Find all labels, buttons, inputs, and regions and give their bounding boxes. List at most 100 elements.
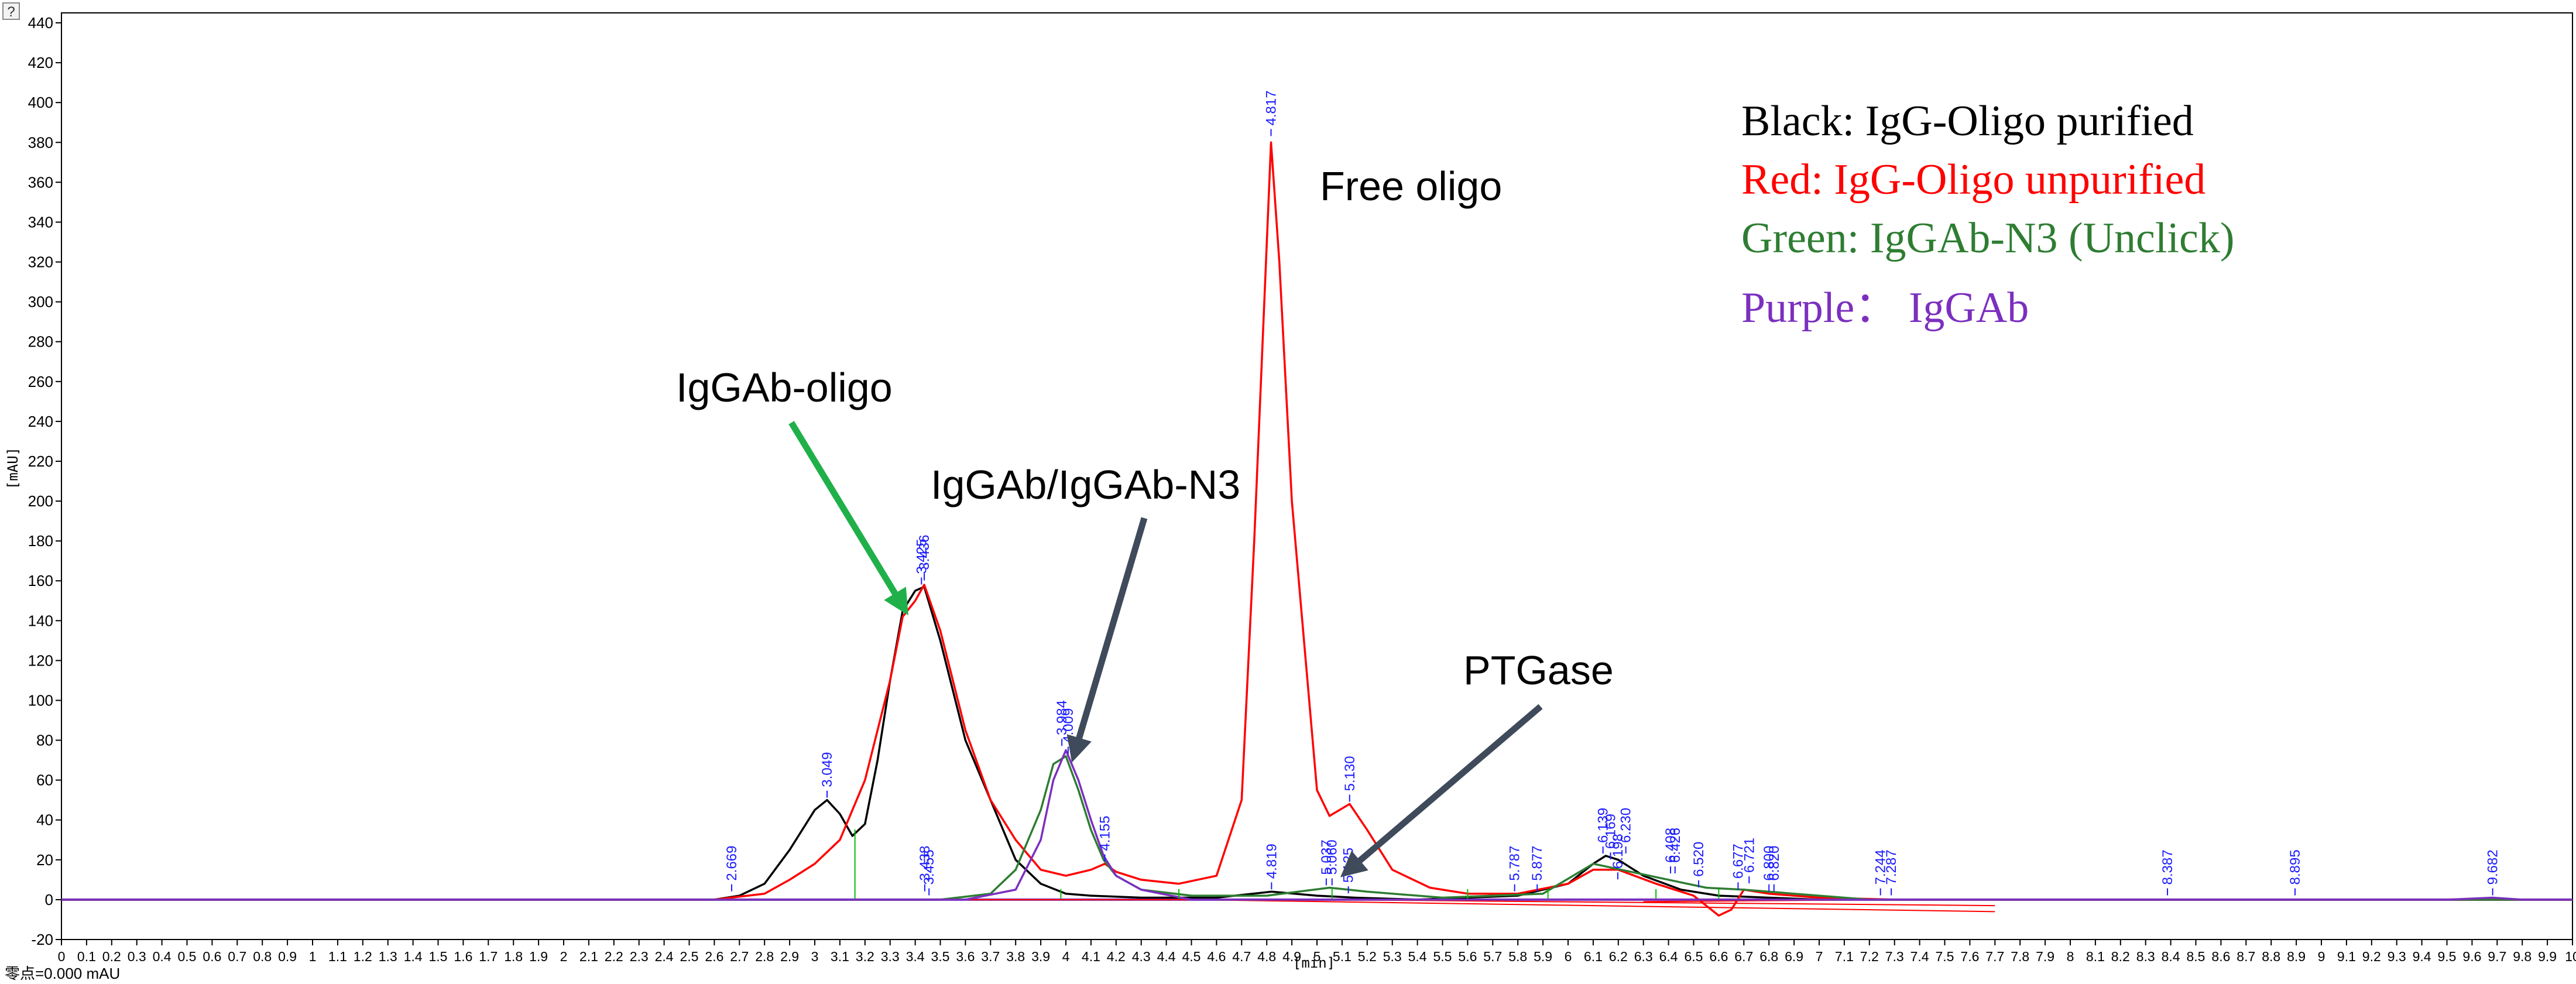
x-tick-label: 2.6	[705, 949, 723, 964]
arrow-ptgase	[1340, 704, 1543, 877]
x-tick-label: 2.3	[630, 949, 649, 964]
x-tick-label: 8	[2067, 949, 2074, 964]
x-tick-label: 3.9	[1031, 949, 1050, 964]
x-tick-label: 6.2	[1609, 949, 1628, 964]
annotation-igg-oligo: IgGAb-oligo	[676, 365, 893, 410]
peak-label: 5.037	[1319, 839, 1335, 875]
series-line-3	[61, 749, 2572, 901]
x-tick-label: 4.4	[1157, 949, 1176, 964]
x-tick-label: 5.1	[1333, 949, 1352, 964]
x-tick-label: 1.2	[354, 949, 372, 964]
series-line-0	[61, 585, 2572, 901]
x-tick-label: 3	[811, 949, 819, 964]
x-tick-label: 9.6	[2462, 949, 2481, 964]
x-tick-label: 5.4	[1408, 949, 1427, 964]
x-tick-label: 8.2	[2111, 949, 2130, 964]
x-tick-label: 2.4	[655, 949, 674, 964]
help-button[interactable]: ?	[2, 2, 20, 20]
x-tick-label: 4.9	[1282, 949, 1301, 964]
x-tick-label: 1.6	[454, 949, 472, 964]
peak-label: 3.425	[914, 539, 929, 574]
x-tick-label: 9.5	[2438, 949, 2457, 964]
peak-label: 8.895	[2287, 849, 2303, 884]
arrow-igg-oligo	[788, 421, 908, 616]
peak-label: 7.287	[1884, 849, 1899, 884]
x-tick-label: 9.9	[2538, 949, 2557, 964]
x-tick-label: 7.8	[2011, 949, 2029, 964]
x-tick-label: 6.6	[1709, 949, 1728, 964]
zero-point-readout: 零点=0.000 mAU	[5, 965, 121, 982]
peak-label: 5.787	[1507, 846, 1523, 881]
x-tick-label: 10	[2565, 949, 2576, 964]
x-tick-label: 7.4	[1910, 949, 1929, 964]
y-tick-label: 200	[28, 492, 53, 510]
peak-label: 6.677	[1730, 844, 1746, 879]
x-tick-label: 8.9	[2287, 949, 2306, 964]
x-tick-label: 4.7	[1232, 949, 1251, 964]
peak-label: 5.060	[1325, 839, 1340, 875]
peak-label: 8.387	[2160, 849, 2176, 884]
x-tick-label: 0.9	[278, 949, 297, 964]
x-tick-label: 7.9	[2036, 949, 2054, 964]
peak-label: 6.820	[1767, 846, 1782, 881]
x-tick-label: 4.8	[1257, 949, 1276, 964]
x-tick-label: 5.5	[1433, 949, 1452, 964]
y-tick-label: 360	[28, 173, 53, 191]
x-tick-label: 6.3	[1634, 949, 1653, 964]
x-tick-label: 8.5	[2187, 949, 2205, 964]
peak-label: 3.455	[921, 849, 937, 884]
x-tick-label: 7.6	[1960, 949, 1979, 964]
x-tick-label: 5	[1313, 949, 1321, 964]
x-tick-label: 7.7	[1985, 949, 2004, 964]
y-tick-label: 280	[28, 333, 53, 351]
x-tick-label: 4.5	[1182, 949, 1201, 964]
x-tick-label: 4	[1062, 949, 1070, 964]
peak-label: 6.520	[1691, 842, 1707, 877]
x-tick-label: 9.2	[2362, 949, 2381, 964]
peak-label: 6.426	[1668, 828, 1683, 863]
x-tick-label: 1.5	[429, 949, 448, 964]
y-tick-label: 400	[28, 94, 53, 111]
x-tick-label: 0.1	[77, 949, 96, 964]
x-tick-label: 8.1	[2086, 949, 2105, 964]
x-tick-label: 5.3	[1383, 949, 1402, 964]
x-tick-label: 9.1	[2337, 949, 2356, 964]
arrow-igg-n3	[1066, 517, 1148, 763]
peak-label: 6.139	[1596, 808, 1611, 843]
x-tick-label: 3.5	[931, 949, 950, 964]
x-tick-label: 7.3	[1885, 949, 1904, 964]
x-tick-label: 2	[560, 949, 568, 964]
peak-label: 6.800	[1761, 846, 1777, 881]
x-tick-label: 1.7	[479, 949, 498, 964]
x-tick-label: 0.3	[128, 949, 146, 964]
peak-label: 3.436	[917, 535, 932, 570]
y-tick-label: 320	[28, 253, 53, 271]
peak-label: 4.817	[1263, 90, 1279, 125]
annotation-ptgase: PTGase	[1463, 647, 1614, 693]
x-tick-label: 4.2	[1107, 949, 1126, 964]
x-tick-label: 7.5	[1936, 949, 1954, 964]
x-tick-label: 2.7	[730, 949, 749, 964]
peak-label: 3.984	[1054, 700, 1070, 735]
x-tick-label: 3.7	[981, 949, 1000, 964]
x-tick-label: 7.2	[1860, 949, 1879, 964]
peak-label: 4.155	[1097, 816, 1113, 851]
peak-label: 7.244	[1873, 849, 1889, 884]
y-tick-label: -20	[31, 931, 53, 948]
x-tick-label: 1.8	[504, 949, 523, 964]
x-tick-label: 2.1	[579, 949, 598, 964]
y-tick-label: 100	[28, 691, 53, 709]
x-tick-label: 9.7	[2488, 949, 2506, 964]
x-tick-label: 8.6	[2211, 949, 2230, 964]
x-tick-label: 0.8	[253, 949, 272, 964]
y-axis-label: [mAU]	[5, 447, 21, 489]
legend-red: Red: IgG-Oligo unpurified	[1741, 156, 2206, 204]
x-tick-label: 6	[1565, 949, 1572, 964]
y-tick-label: 20	[36, 851, 53, 869]
x-tick-label: 6.9	[1785, 949, 1803, 964]
x-tick-label: 2.2	[605, 949, 623, 964]
y-tick-label: 120	[28, 652, 53, 669]
annotation-igg-n3: IgGAb/IgGAb-N3	[931, 462, 1241, 508]
x-tick-label: 4.1	[1082, 949, 1100, 964]
x-tick-label: 1.1	[328, 949, 347, 964]
